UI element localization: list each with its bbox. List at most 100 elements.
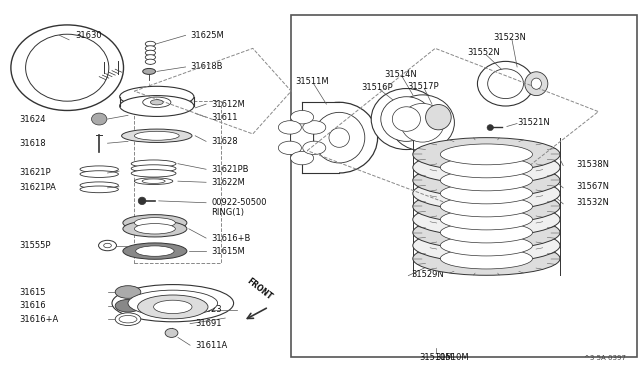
Ellipse shape xyxy=(390,95,454,151)
Text: 31511M: 31511M xyxy=(296,77,330,86)
Ellipse shape xyxy=(112,285,234,322)
Ellipse shape xyxy=(440,144,532,165)
Ellipse shape xyxy=(278,121,301,134)
Ellipse shape xyxy=(115,299,141,312)
Ellipse shape xyxy=(440,183,532,204)
Text: 31532N: 31532N xyxy=(477,239,509,248)
Text: 31622M: 31622M xyxy=(211,178,245,187)
Text: RING(1): RING(1) xyxy=(211,208,244,217)
Ellipse shape xyxy=(413,203,560,236)
Text: 31523N: 31523N xyxy=(493,33,525,42)
Ellipse shape xyxy=(134,224,175,234)
Ellipse shape xyxy=(440,248,532,269)
Ellipse shape xyxy=(413,177,560,210)
Text: 31532N: 31532N xyxy=(576,198,609,207)
Bar xyxy=(302,102,339,173)
Text: FRONT: FRONT xyxy=(245,277,273,302)
Ellipse shape xyxy=(413,216,560,249)
Ellipse shape xyxy=(123,215,187,231)
Ellipse shape xyxy=(11,25,124,110)
Ellipse shape xyxy=(92,113,107,125)
Bar xyxy=(134,101,221,263)
Ellipse shape xyxy=(291,113,314,162)
Ellipse shape xyxy=(119,315,137,323)
Text: 31618: 31618 xyxy=(19,139,46,148)
Ellipse shape xyxy=(413,190,560,223)
Ellipse shape xyxy=(145,59,156,64)
Ellipse shape xyxy=(413,229,560,262)
Ellipse shape xyxy=(440,235,532,256)
Text: 31612M: 31612M xyxy=(211,100,245,109)
Ellipse shape xyxy=(138,295,208,319)
Ellipse shape xyxy=(26,34,109,101)
Text: ^3 5A 0397: ^3 5A 0397 xyxy=(584,355,626,361)
Text: 31618B: 31618B xyxy=(191,62,223,71)
Ellipse shape xyxy=(413,151,560,184)
Ellipse shape xyxy=(80,182,118,189)
Ellipse shape xyxy=(80,186,118,193)
Ellipse shape xyxy=(150,100,163,105)
Ellipse shape xyxy=(291,151,314,165)
Ellipse shape xyxy=(401,103,444,142)
Text: 31536N: 31536N xyxy=(451,255,484,264)
Ellipse shape xyxy=(142,179,165,183)
Ellipse shape xyxy=(131,160,176,167)
Text: 31555P: 31555P xyxy=(19,241,51,250)
Ellipse shape xyxy=(154,300,192,314)
Text: 31567N: 31567N xyxy=(576,182,609,191)
Ellipse shape xyxy=(371,89,442,150)
Text: 31510M: 31510M xyxy=(420,353,453,362)
Ellipse shape xyxy=(278,141,301,155)
Ellipse shape xyxy=(426,105,451,130)
Ellipse shape xyxy=(128,290,218,316)
Ellipse shape xyxy=(123,243,187,259)
Text: 31621PB: 31621PB xyxy=(211,165,249,174)
Ellipse shape xyxy=(131,165,176,172)
Ellipse shape xyxy=(143,97,171,108)
Text: 31625M: 31625M xyxy=(191,31,225,40)
Ellipse shape xyxy=(145,46,156,51)
Ellipse shape xyxy=(120,86,194,107)
Ellipse shape xyxy=(413,164,560,197)
Text: 31616+B: 31616+B xyxy=(211,234,251,243)
Text: 31514N: 31514N xyxy=(384,70,417,79)
Text: 31628: 31628 xyxy=(211,137,238,146)
Ellipse shape xyxy=(80,171,118,177)
Ellipse shape xyxy=(440,222,532,243)
Ellipse shape xyxy=(120,96,194,116)
Text: 31623: 31623 xyxy=(195,305,222,314)
Ellipse shape xyxy=(303,121,326,134)
Text: 31616: 31616 xyxy=(19,301,46,310)
Ellipse shape xyxy=(413,242,560,275)
Text: 31611: 31611 xyxy=(211,113,237,122)
Bar xyxy=(291,15,637,357)
Ellipse shape xyxy=(301,102,378,173)
Ellipse shape xyxy=(487,125,493,131)
Ellipse shape xyxy=(136,246,174,256)
Ellipse shape xyxy=(440,196,532,217)
Ellipse shape xyxy=(104,243,111,248)
Ellipse shape xyxy=(392,107,420,131)
Ellipse shape xyxy=(115,313,141,326)
Ellipse shape xyxy=(99,240,116,251)
Text: 31529N: 31529N xyxy=(412,270,444,279)
Ellipse shape xyxy=(145,50,156,55)
Text: 31536N: 31536N xyxy=(499,224,532,233)
Ellipse shape xyxy=(134,178,173,185)
Ellipse shape xyxy=(134,131,179,140)
Ellipse shape xyxy=(381,97,432,141)
Ellipse shape xyxy=(329,128,349,147)
Ellipse shape xyxy=(488,69,524,99)
Text: 31611A: 31611A xyxy=(195,341,227,350)
Ellipse shape xyxy=(291,110,314,124)
Ellipse shape xyxy=(525,72,548,96)
Ellipse shape xyxy=(440,157,532,178)
Ellipse shape xyxy=(440,170,532,191)
Text: 31621PA: 31621PA xyxy=(19,183,56,192)
Text: 31516P: 31516P xyxy=(362,83,393,92)
Ellipse shape xyxy=(165,328,178,337)
Ellipse shape xyxy=(440,209,532,230)
Ellipse shape xyxy=(145,41,156,46)
Ellipse shape xyxy=(477,61,534,106)
Ellipse shape xyxy=(134,218,175,228)
